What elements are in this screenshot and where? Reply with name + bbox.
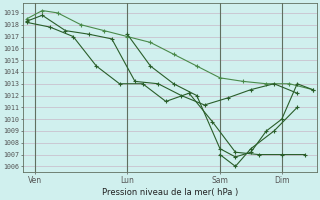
X-axis label: Pression niveau de la mer( hPa ): Pression niveau de la mer( hPa ): [102, 188, 238, 197]
